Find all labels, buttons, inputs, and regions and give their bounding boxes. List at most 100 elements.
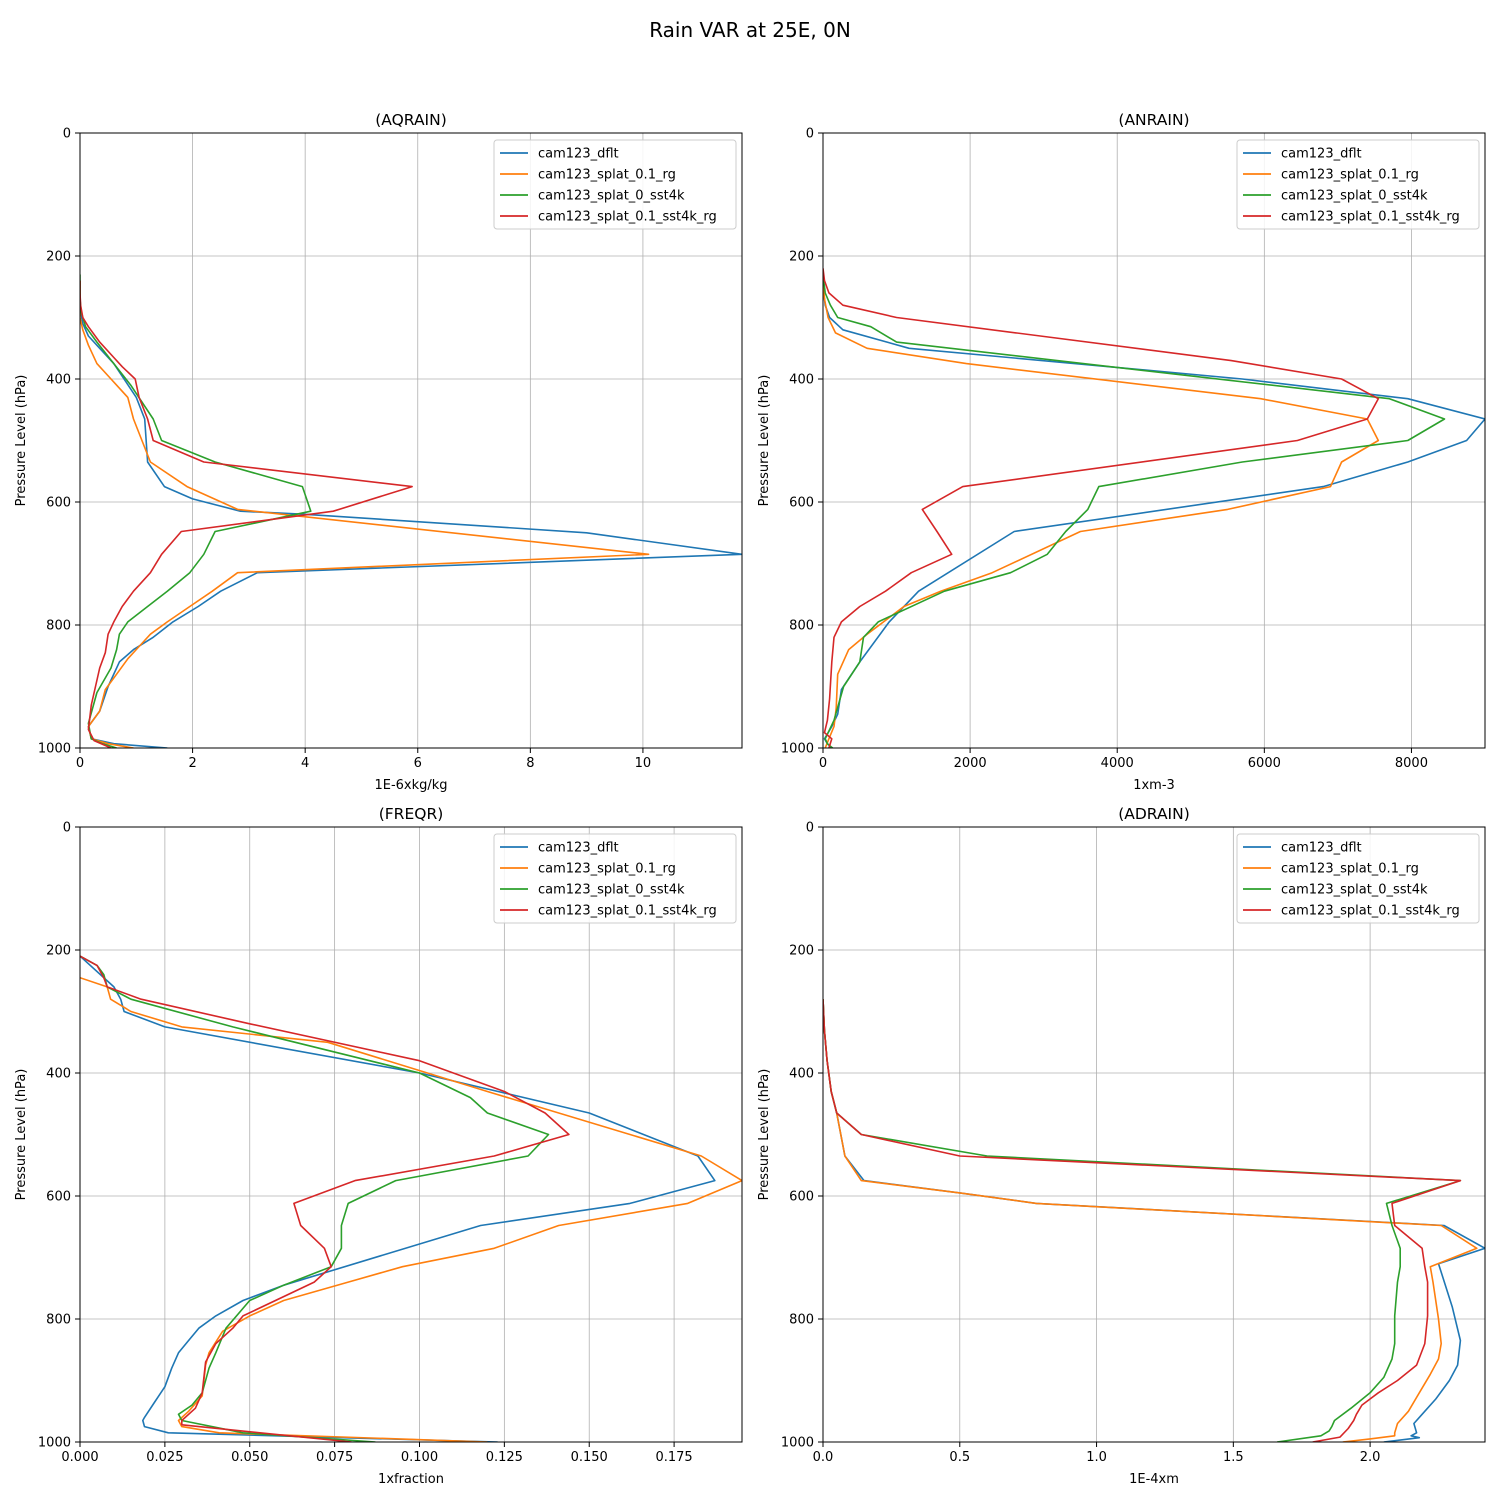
y-axis-label: Pressure Level (hPa) bbox=[757, 375, 772, 507]
y-tick-label: 0 bbox=[806, 821, 814, 836]
x-tick-label: 8 bbox=[526, 756, 534, 771]
y-tick-label: 600 bbox=[46, 1190, 71, 1205]
x-tick-label: 1.5 bbox=[1223, 1450, 1244, 1465]
legend-label: cam123_splat_0.1_rg bbox=[538, 168, 676, 183]
legend: cam123_dflt cam123_splat_0.1_rg cam123_spl… bbox=[493, 139, 737, 230]
legend: cam123_dflt cam123_splat_0.1_rg cam123_spl… bbox=[1236, 833, 1480, 924]
x-tick-label: 8000 bbox=[1395, 756, 1428, 771]
legend-label: cam123_splat_0.1_sst4k_rg bbox=[1281, 904, 1460, 919]
legend-box bbox=[1236, 833, 1480, 924]
legend: cam123_dflt cam123_splat_0.1_rg cam123_spl… bbox=[1236, 139, 1480, 230]
x-tick-label: 0 bbox=[76, 756, 84, 771]
series-line-cam123-splat-0-sst4k bbox=[80, 274, 312, 748]
x-tick-label: 6000 bbox=[1248, 756, 1281, 771]
series-line-cam123-splat-0-sst4k bbox=[823, 274, 1446, 748]
chart-panel-adrain: 0.0 0.5 1.0 1.5 2.0 0 200 400 600 800 1000 (ADRAIN)… bbox=[757, 805, 1486, 1487]
series-line-cam123-splat-0-1-rg bbox=[823, 280, 1380, 748]
axes-frame bbox=[79, 826, 743, 1443]
y-axis-label: Pressure Level (hPa) bbox=[14, 1069, 29, 1201]
y-tick-label: 600 bbox=[789, 496, 814, 511]
figure-title: Rain VAR at 25E, 0N bbox=[649, 18, 851, 42]
x-tick-label: 0.025 bbox=[146, 1450, 183, 1465]
legend-label: cam123_dflt bbox=[1281, 841, 1362, 856]
chart-panel-freqr: 0.000 0.025 0.050 0.075 0.100 0.125 0.150 0.175… bbox=[14, 805, 743, 1487]
legend-box bbox=[1236, 139, 1480, 230]
x-tick-label: 0.100 bbox=[401, 1450, 438, 1465]
legend-box bbox=[493, 833, 737, 924]
series-line-cam123-dflt bbox=[823, 286, 1485, 748]
axes-frame bbox=[822, 826, 1486, 1443]
legend-label: cam123_splat_0.1_sst4k_rg bbox=[538, 904, 717, 919]
y-tick-label: 600 bbox=[789, 1190, 814, 1205]
x-axis-label: 1E-6xkg/kg bbox=[374, 778, 447, 793]
x-tick-label: 2 bbox=[188, 756, 196, 771]
legend-label: cam123_splat_0.1_sst4k_rg bbox=[538, 210, 717, 225]
legend-label: cam123_splat_0_sst4k bbox=[538, 189, 685, 204]
x-tick-label: 4000 bbox=[1101, 756, 1134, 771]
x-tick-label: 0.0 bbox=[813, 1450, 834, 1465]
legend-label: cam123_splat_0.1_rg bbox=[1281, 168, 1419, 183]
chart-panel-anrain: 0 2000 4000 6000 8000 0 200 400 600 800 1000 (ANRAI… bbox=[757, 111, 1486, 793]
axes-frame bbox=[79, 132, 743, 749]
chart-title: (ANRAIN) bbox=[1118, 111, 1189, 129]
y-tick-label: 800 bbox=[789, 619, 814, 634]
x-tick-label: 2.0 bbox=[1360, 1450, 1381, 1465]
x-axis-label: 1E-4xm bbox=[1129, 1472, 1179, 1487]
axes-frame bbox=[822, 132, 1486, 749]
x-tick-label: 0.000 bbox=[61, 1450, 98, 1465]
y-tick-label: 200 bbox=[789, 250, 814, 265]
series-line-cam123-splat-0-1-sst4k-rg bbox=[823, 999, 1462, 1442]
legend-label: cam123_splat_0_sst4k bbox=[538, 883, 685, 898]
y-tick-label: 600 bbox=[46, 496, 71, 511]
y-tick-label: 800 bbox=[46, 1313, 71, 1328]
series-line-cam123-splat-0-1-sst4k-rg bbox=[80, 280, 413, 748]
legend: cam123_dflt cam123_splat_0.1_rg cam123_spl… bbox=[493, 833, 737, 924]
chart-title: (FREQR) bbox=[379, 805, 444, 823]
legend-box bbox=[493, 139, 737, 230]
series-line-cam123-dflt bbox=[80, 280, 742, 748]
series-line-cam123-splat-0-1-rg bbox=[823, 999, 1478, 1442]
y-tick-label: 1000 bbox=[781, 1436, 814, 1451]
y-tick-label: 1000 bbox=[38, 1436, 71, 1451]
x-tick-label: 0.125 bbox=[486, 1450, 523, 1465]
y-tick-label: 800 bbox=[789, 1313, 814, 1328]
legend-label: cam123_splat_0_sst4k bbox=[1281, 883, 1428, 898]
x-tick-label: 1.0 bbox=[1086, 1450, 1107, 1465]
x-tick-label: 10 bbox=[635, 756, 652, 771]
legend-label: cam123_dflt bbox=[538, 841, 619, 856]
y-tick-label: 0 bbox=[63, 127, 71, 142]
x-tick-label: 6 bbox=[414, 756, 422, 771]
x-tick-label: 0.050 bbox=[231, 1450, 268, 1465]
chart-panel-aqrain: 0 2 4 6 8 10 0 200 400 600 800 1000 (AQRAIN) 1E-6xkg/… bbox=[14, 111, 743, 793]
x-tick-label: 0 bbox=[819, 756, 827, 771]
y-axis-label: Pressure Level (hPa) bbox=[757, 1069, 772, 1201]
y-tick-label: 1000 bbox=[781, 742, 814, 757]
series-line-cam123-splat-0-1-sst4k-rg bbox=[80, 955, 570, 1442]
x-tick-label: 0.5 bbox=[949, 1450, 970, 1465]
series-line-cam123-splat-0-1-sst4k-rg bbox=[823, 268, 1380, 748]
x-tick-label: 2000 bbox=[954, 756, 987, 771]
x-axis-label: 1xfraction bbox=[378, 1472, 444, 1487]
y-tick-label: 0 bbox=[63, 821, 71, 836]
x-tick-label: 0.175 bbox=[655, 1450, 692, 1465]
x-tick-label: 4 bbox=[301, 756, 309, 771]
y-axis-label: Pressure Level (hPa) bbox=[14, 375, 29, 507]
y-tick-label: 200 bbox=[789, 944, 814, 959]
legend-label: cam123_splat_0.1_rg bbox=[1281, 862, 1419, 877]
legend-label: cam123_dflt bbox=[1281, 147, 1362, 162]
chart-title: (ADRAIN) bbox=[1118, 805, 1190, 823]
chart-title: (AQRAIN) bbox=[375, 111, 447, 129]
series-line-cam123-splat-0-sst4k bbox=[80, 955, 550, 1442]
y-tick-label: 400 bbox=[46, 1067, 71, 1082]
legend-label: cam123_splat_0_sst4k bbox=[1281, 189, 1428, 204]
legend-label: cam123_splat_0.1_rg bbox=[538, 862, 676, 877]
y-tick-label: 0 bbox=[806, 127, 814, 142]
x-tick-label: 0.150 bbox=[571, 1450, 608, 1465]
y-tick-label: 200 bbox=[46, 944, 71, 959]
y-tick-label: 400 bbox=[46, 373, 71, 388]
y-tick-label: 200 bbox=[46, 250, 71, 265]
series-line-cam123-splat-0-1-rg bbox=[80, 280, 650, 748]
series-line-cam123-splat-0-1-rg bbox=[80, 976, 742, 1442]
y-tick-label: 400 bbox=[789, 373, 814, 388]
